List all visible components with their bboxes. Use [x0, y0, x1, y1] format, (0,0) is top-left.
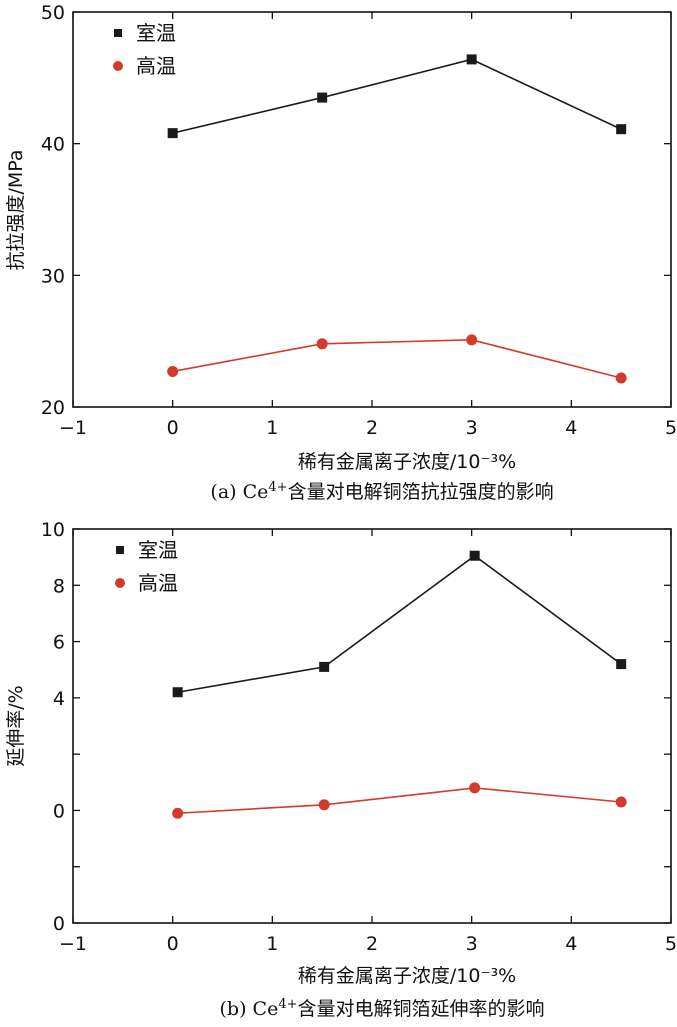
y-tick-label: 50 [41, 2, 65, 24]
x-tick-label: 1 [266, 417, 278, 439]
y-tick-label: 20 [41, 397, 65, 419]
chart-a-svg: −1 0 1 2 3 4 5 20 30 40 50 稀有金属离子浓度/10⁻³% 抗拉强度/MPa (a… [5, 2, 677, 503]
data-point-square [469, 550, 480, 561]
x-tick-label: 4 [565, 417, 577, 439]
chart-a: −1 0 1 2 3 4 5 20 30 40 50 稀有金属离子浓度/10⁻³% 抗拉强度/MPa (a… [0, 0, 677, 510]
data-point-square [319, 661, 330, 672]
y-tick-label: 0 [53, 913, 65, 935]
figure-caption: (b) Ce4+含量对电解铜箔延伸率的影响 [220, 997, 545, 1020]
figure-caption: (a) Ce4+含量对电解铜箔抗拉强度的影响 [210, 480, 553, 503]
caption-superscript: 4+ [278, 997, 297, 1012]
data-point-circle [615, 372, 627, 384]
series-line-0 [172, 58, 622, 134]
legend-label: 室温 [138, 538, 178, 562]
y-tick-label: 30 [41, 265, 65, 287]
x-tick-label: 0 [167, 417, 179, 439]
y-tick-label: 40 [41, 134, 65, 156]
x-tick-label: 5 [665, 933, 677, 955]
data-point-circle [469, 782, 481, 794]
data-point-square [616, 659, 627, 670]
x-axis-title: 稀有金属离子浓度/10⁻³% [298, 965, 516, 987]
y-tick-label: 8 [53, 575, 65, 597]
x-tick-label: 4 [565, 933, 577, 955]
x-tick-label: 2 [366, 933, 378, 955]
series-line-1 [172, 339, 622, 379]
x-tick-label: −1 [59, 417, 87, 439]
data-point-circle [167, 365, 179, 377]
data-point-circle [316, 338, 328, 350]
x-axis-title: 稀有金属离子浓度/10⁻³% [298, 451, 516, 473]
caption-suffix: 含量对电解铜箔抗拉强度的影响 [288, 481, 554, 503]
data-point-square [466, 54, 477, 65]
data-point-circle [615, 796, 627, 808]
x-tick-label: −1 [59, 933, 87, 955]
x-tick-label: 5 [665, 417, 677, 439]
series-line-1 [177, 787, 622, 815]
data-point-square [167, 128, 178, 139]
legend-label: 高温 [136, 54, 176, 78]
y-tick-label: 4 [53, 688, 65, 710]
legend-label: 室温 [136, 21, 176, 45]
y-tick-label: 6 [53, 632, 65, 654]
legend-label: 高温 [138, 571, 178, 595]
legend-marker-square [114, 29, 122, 37]
y-tick-label: 0 [53, 800, 65, 822]
x-tick-label: 3 [466, 933, 478, 955]
data-point-circle [318, 799, 330, 811]
caption-superscript: 4+ [268, 480, 287, 495]
data-point-square [317, 92, 328, 103]
data-point-circle [466, 334, 478, 346]
y-axis-title: 抗拉强度/MPa [5, 149, 27, 270]
caption-prefix: (b) Ce [220, 998, 279, 1020]
legend-marker-square [116, 546, 124, 554]
data-point-square [616, 124, 627, 135]
caption-suffix: 含量对电解铜箔延伸率的影响 [297, 998, 544, 1020]
data-point-circle [172, 807, 184, 819]
data-point-square [172, 687, 183, 698]
y-axis-title: 延伸率/% [5, 685, 27, 766]
legend-marker-circle [113, 61, 123, 71]
y-tick-label: 10 [41, 519, 65, 541]
x-tick-label: 0 [167, 933, 179, 955]
series-line-0 [177, 554, 622, 694]
x-tick-label: 3 [466, 417, 478, 439]
caption-prefix: (a) Ce [210, 481, 268, 503]
legend-marker-circle [115, 578, 125, 588]
chart-b: −1 0 1 2 3 4 5 0 0 4 6 8 10 稀有金属离子浓度/10⁻³% 延伸率/% (b) Ce… [0, 510, 677, 1027]
x-tick-label: 1 [266, 933, 278, 955]
x-tick-label: 2 [366, 417, 378, 439]
